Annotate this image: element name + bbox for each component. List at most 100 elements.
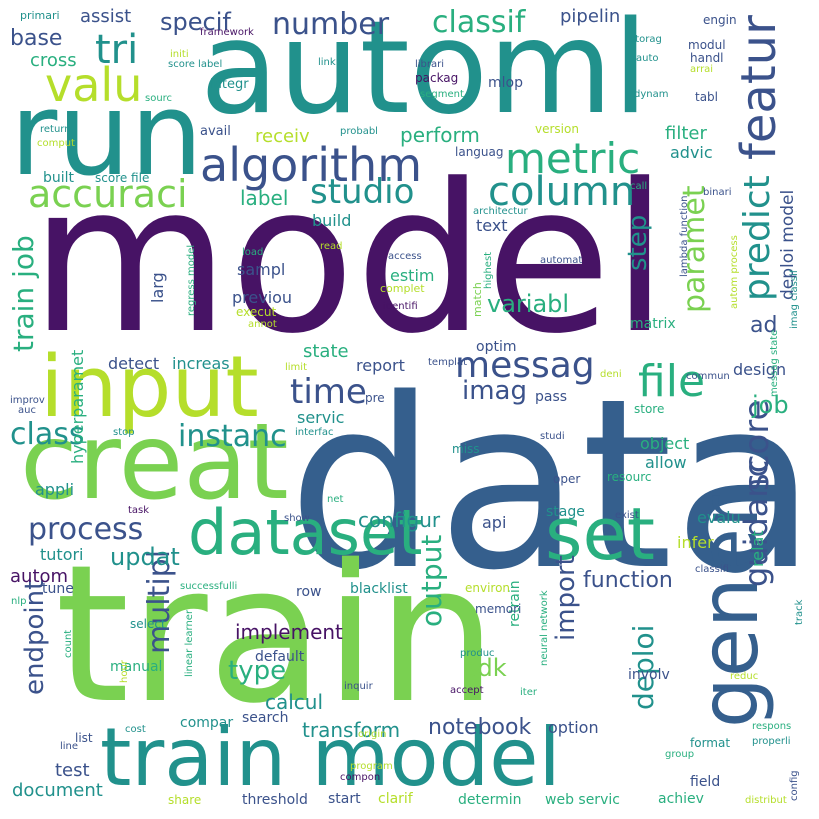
word-job: job xyxy=(752,391,789,419)
word-group: group xyxy=(665,749,695,760)
word-row: row xyxy=(296,584,322,600)
word-respons: respons xyxy=(752,721,792,732)
word-execut: execut xyxy=(236,305,277,319)
word-train-model: train model xyxy=(100,711,561,804)
word-clarif: clarif xyxy=(378,791,413,807)
word-select: select xyxy=(130,617,166,631)
word-blacklist: blacklist xyxy=(350,581,408,597)
word-engin: engin xyxy=(703,13,737,27)
word-manual: manual xyxy=(110,659,163,675)
word-test: test xyxy=(55,760,90,781)
word-commun: commun xyxy=(686,371,730,382)
word-guidanc: guidanc xyxy=(737,459,775,587)
word-annot: annot xyxy=(248,319,277,330)
word-track: track xyxy=(794,599,805,625)
word-accuraci: accuraci xyxy=(28,172,188,216)
word-function: function xyxy=(583,568,673,593)
word-storag: storag xyxy=(630,34,662,45)
word-instanc: instanc xyxy=(178,419,287,454)
word-type: type xyxy=(228,656,287,686)
word-mlop: mlop xyxy=(488,75,523,91)
word-featur: featur xyxy=(731,15,787,160)
word-packag: packag xyxy=(415,71,459,85)
word-avail: avail xyxy=(200,124,231,139)
word-tune: tune xyxy=(42,581,74,597)
word-program: program xyxy=(350,761,393,772)
word-probabl: probabl xyxy=(340,126,378,137)
word-share: share xyxy=(168,793,202,807)
word-stop: stop xyxy=(113,427,135,438)
word-dynam: dynam xyxy=(634,89,669,100)
word-allow: allow xyxy=(645,453,687,472)
word-transform: transform xyxy=(302,718,401,742)
word-link: link xyxy=(318,57,336,68)
word-format: format xyxy=(690,736,731,750)
word-compar: compar xyxy=(180,715,234,731)
word-improv: improv xyxy=(10,395,45,406)
word-previou: previou xyxy=(232,288,293,307)
word-specif: specif xyxy=(160,8,231,36)
word-identifi: identifi xyxy=(383,301,418,312)
word-regress-model: regress model xyxy=(186,244,197,316)
word-pipelin: pipelin xyxy=(560,6,621,27)
word-report: report xyxy=(356,356,405,375)
word-sourc: sourc xyxy=(145,93,173,104)
word-miss: miss xyxy=(452,442,480,456)
word-file: file xyxy=(638,356,706,407)
word-list: list xyxy=(75,731,93,745)
word-model: model xyxy=(30,141,669,379)
word-process: process xyxy=(28,512,144,547)
word-score-file: score file xyxy=(95,171,150,185)
word-count: count xyxy=(63,629,74,658)
word-tri: tri xyxy=(95,27,139,73)
word-field: field xyxy=(690,774,721,790)
word-classifi: classifi xyxy=(695,564,729,575)
word-studio: studio xyxy=(310,172,415,212)
word-configur: configur xyxy=(358,508,441,532)
word-infer: infer xyxy=(677,533,714,552)
word-tutori: tutori xyxy=(40,545,84,564)
word-object: object xyxy=(640,434,690,453)
word-lambda-function: lambda function xyxy=(679,195,690,278)
word-document: document xyxy=(12,780,103,801)
word-read: read xyxy=(320,241,343,252)
word-automat: automat xyxy=(540,255,583,266)
word-binari: binari xyxy=(703,187,732,198)
word-memori: memori xyxy=(475,602,522,616)
word-design: design xyxy=(733,360,787,379)
word-highest: highest xyxy=(483,251,494,289)
word-resourc: resourc xyxy=(607,470,652,484)
word-time: time xyxy=(290,372,367,412)
word-text: text xyxy=(476,216,508,235)
word-accept: accept xyxy=(450,685,484,696)
word-return: return xyxy=(40,124,71,135)
word-input: input xyxy=(40,338,259,437)
word-ad: ad xyxy=(750,313,778,338)
word-estim: estim xyxy=(390,266,435,285)
word-primari: primari xyxy=(20,9,60,22)
word-evalu: evalu xyxy=(697,508,741,527)
word-access: access xyxy=(388,251,422,262)
word-automl: automl xyxy=(200,0,649,143)
word-deni: deni xyxy=(600,369,622,380)
word-load: load xyxy=(242,247,264,258)
word-relat: relat xyxy=(748,530,767,567)
word-tabl: tabl xyxy=(695,90,719,104)
word-number: number xyxy=(272,7,390,42)
word-initi: initi xyxy=(170,49,189,60)
word-show: show xyxy=(284,513,310,524)
word-base: base xyxy=(10,26,63,51)
word-neural-network: neural network xyxy=(539,590,550,666)
word-architectur: architectur xyxy=(473,206,528,217)
word-build: build xyxy=(312,211,352,230)
word-start: start xyxy=(328,791,361,807)
word-studi: studi xyxy=(540,431,565,442)
word-arrai: arrai xyxy=(690,64,714,75)
word-pass: pass xyxy=(535,389,568,405)
word-receiv: receiv xyxy=(255,126,310,147)
word-successfulli: successfulli xyxy=(180,581,238,592)
word-exist: exist xyxy=(615,510,639,521)
word-output: output xyxy=(415,534,448,627)
word-interfac: interfac xyxy=(295,427,334,438)
